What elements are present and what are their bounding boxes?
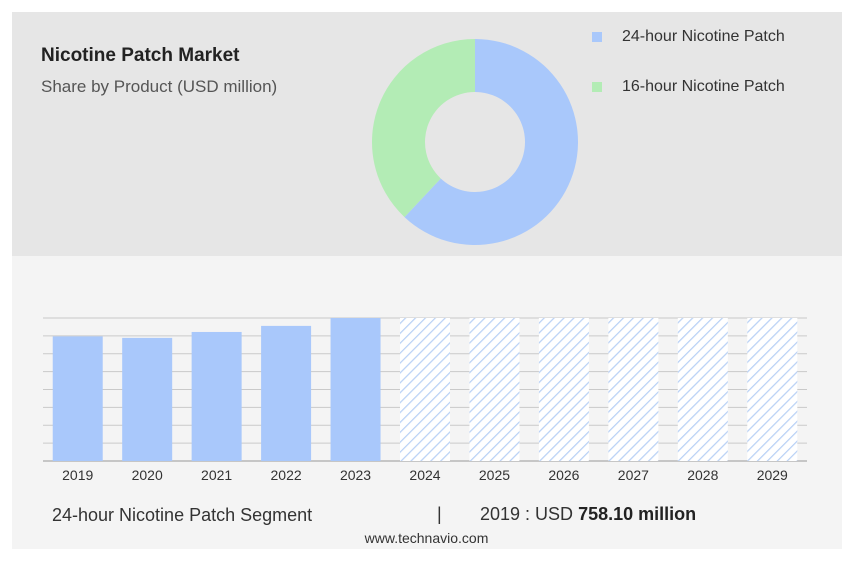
bar-2022 <box>261 325 312 461</box>
donut-chart <box>371 39 578 246</box>
x-tick-label-2021: 2021 <box>201 467 232 483</box>
x-tick-label-2027: 2027 <box>618 467 649 483</box>
forecast-bar-2026 <box>538 318 589 461</box>
forecast-bar-2027 <box>608 318 659 461</box>
legend-label-24-hour: 24-hour Nicotine Patch <box>622 28 785 45</box>
donut-slice-16-hour <box>371 39 475 218</box>
chart-subtitle: Share by Product (USD million) <box>41 77 278 96</box>
forecast-bar-2028 <box>677 318 728 461</box>
segment-divider: | <box>437 504 442 524</box>
x-tick-label-2019: 2019 <box>62 467 93 483</box>
footer-url: www.technavio.com <box>364 530 489 546</box>
x-tick-label-2024: 2024 <box>409 467 440 483</box>
legend-label-16-hour: 16-hour Nicotine Patch <box>622 78 785 95</box>
bar-chart: 2019 2020 2021 2022 2023 2024 2025 2026 2027 2028… <box>43 317 807 483</box>
legend: 24-hour Nicotine Patch 16-hour Nicotine … <box>592 28 785 128</box>
x-tick-label-2022: 2022 <box>271 467 302 483</box>
x-tick-label-2023: 2023 <box>340 467 371 483</box>
legend-swatch-24-hour <box>592 32 602 42</box>
forecast-bar-2025 <box>469 318 520 461</box>
x-tick-label-2026: 2026 <box>548 467 579 483</box>
segment-value-prefix: 2019 : USD <box>480 504 574 524</box>
segment-value-amount: 758.10 million <box>578 504 697 524</box>
x-tick-label-2029: 2029 <box>757 467 788 483</box>
bar-2020 <box>122 337 173 461</box>
x-tick-label-2028: 2028 <box>687 467 718 483</box>
legend-item-24-hour: 24-hour Nicotine Patch <box>592 28 785 46</box>
segment-value: 2019 : USD 758.10 million <box>480 504 696 525</box>
bar-2023 <box>330 318 381 461</box>
forecast-bar-2029 <box>747 318 798 461</box>
legend-swatch-16-hour <box>592 82 602 92</box>
bar-2019 <box>52 336 103 461</box>
chart-title: Nicotine Patch Market <box>41 45 240 66</box>
forecast-bar-2024 <box>400 318 450 461</box>
legend-item-16-hour: 16-hour Nicotine Patch <box>592 78 785 96</box>
bar-2021 <box>191 331 242 461</box>
x-tick-label-2020: 2020 <box>132 467 163 483</box>
x-tick-label-2025: 2025 <box>479 467 510 483</box>
donut-slice-24-hour <box>404 39 578 246</box>
segment-label: 24-hour Nicotine Patch Segment <box>52 505 313 525</box>
